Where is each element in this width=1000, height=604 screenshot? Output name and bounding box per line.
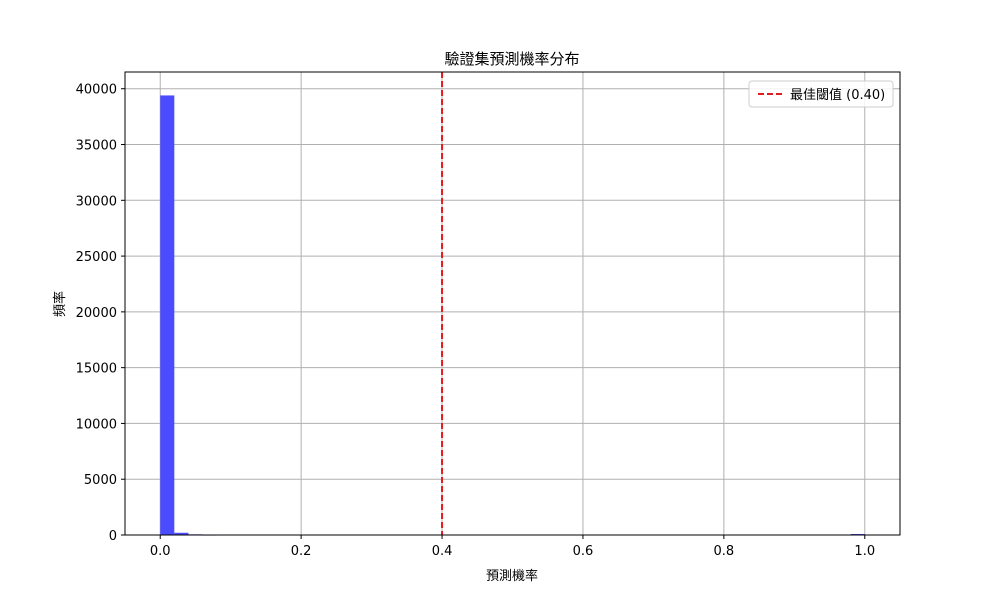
y-tick-label: 10000 [76, 417, 117, 432]
x-tick-label: 0.2 [291, 544, 312, 559]
x-tick-label: 0.4 [432, 544, 453, 559]
y-tick-label: 25000 [76, 250, 117, 265]
axis-ticks: 0.0 0.2 0.4 0.6 0.8 1.0 0 5000 10000 15000 20000 25… [76, 83, 875, 559]
x-tick-label: 0.0 [150, 544, 171, 559]
x-tick-label: 1.0 [854, 544, 875, 559]
plot-frame [124, 71, 901, 536]
y-tick-label: 30000 [76, 194, 117, 209]
y-tick-label: 5000 [84, 473, 117, 488]
y-tick-label: 0 [109, 529, 117, 544]
histogram-bar [160, 95, 175, 535]
x-tick-label: 0.8 [714, 544, 735, 559]
chart-title: 驗證集預測機率分布 [444, 50, 579, 68]
legend-box [748, 80, 894, 108]
histogram-bar [850, 533, 865, 535]
legend: 最佳閾值 (0.40) [748, 80, 894, 108]
y-axis-label: 頻率 [52, 291, 68, 317]
x-tick-label: 0.6 [573, 544, 594, 559]
legend-label: 最佳閾值 (0.40) [790, 87, 885, 103]
histogram-bar [174, 532, 189, 535]
y-tick-label: 35000 [76, 139, 117, 154]
y-tick-label: 40000 [76, 83, 117, 98]
x-axis-label: 預測機率 [486, 568, 538, 584]
y-tick-label: 15000 [76, 362, 117, 377]
y-tick-label: 20000 [76, 306, 117, 321]
